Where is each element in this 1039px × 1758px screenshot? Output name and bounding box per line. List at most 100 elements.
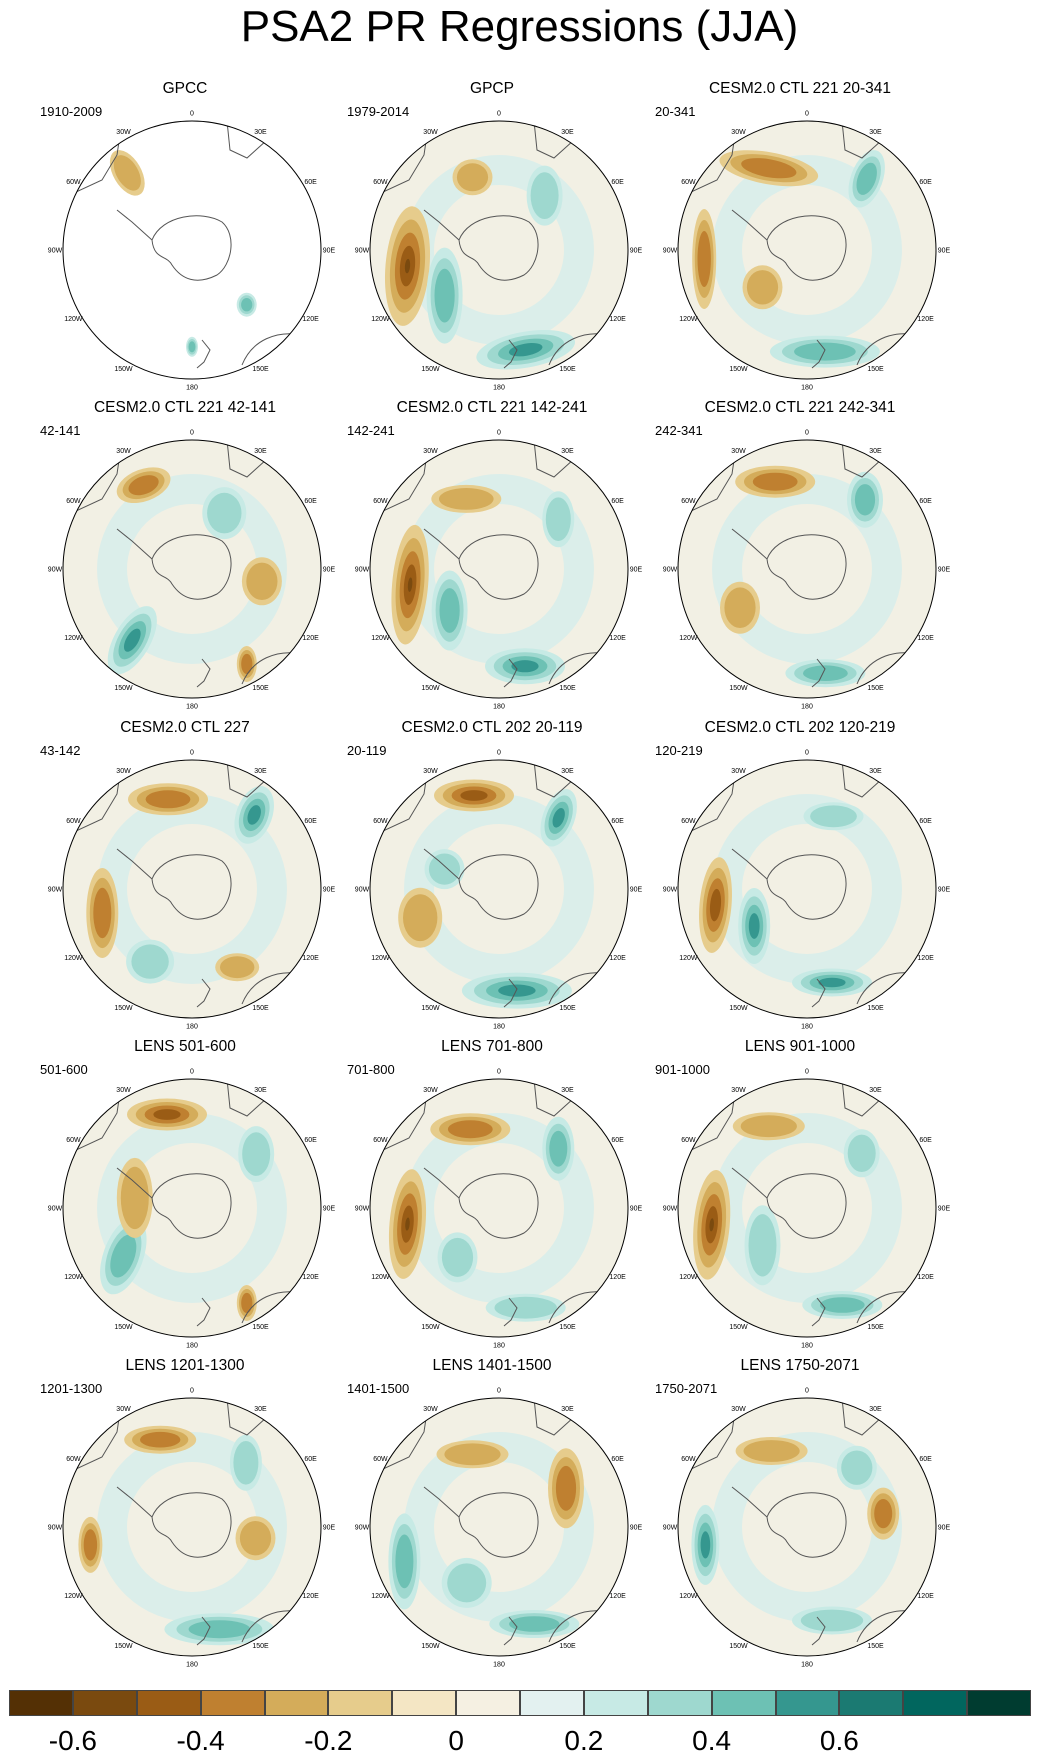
- longitude-label: 120E: [302, 635, 319, 642]
- longitude-label: 150W: [114, 1005, 133, 1012]
- positive-anomaly-contour: [188, 1620, 251, 1639]
- new-zealand-coastline: [503, 1297, 518, 1327]
- longitude-label: 120E: [609, 1274, 626, 1281]
- panel-title: LENS 901-1000: [744, 1038, 856, 1055]
- longitude-label: 150W: [421, 366, 440, 373]
- longitude-label: 60W: [681, 1456, 696, 1463]
- longitude-label: 0: [190, 1388, 194, 1395]
- longitude-label: 60W: [66, 1137, 81, 1144]
- longitude-label: 180: [493, 704, 505, 711]
- colorbar-segment: [583, 1690, 648, 1716]
- longitude-label: 120W: [679, 955, 698, 962]
- longitude-label: 0: [190, 1069, 194, 1076]
- longitude-label: 120E: [917, 1274, 934, 1281]
- polar-map: 0 30E 60E 90E 120E 150E 180 150W 120W 90W 60W 30W: [355, 430, 642, 711]
- new-zealand-coastline: [503, 339, 518, 369]
- negative-anomaly-contour: [120, 1166, 149, 1230]
- panel-title: CESM2.0 CTL 202 20-119: [401, 719, 583, 736]
- longitude-label: 30E: [561, 1087, 574, 1094]
- longitude-label: 0: [805, 1069, 809, 1076]
- positive-anomaly-contour: [494, 1296, 557, 1319]
- africa-coastline: [226, 440, 268, 478]
- africa-coastline: [533, 1398, 575, 1436]
- new-zealand-coastline: [811, 339, 826, 369]
- colorbar-tick-label: 0.6: [819, 1725, 859, 1756]
- longitude-label: 120W: [371, 316, 390, 323]
- longitude-label: 30E: [254, 768, 267, 775]
- longitude-label: 60E: [304, 179, 317, 186]
- polar-map: 0 30E 60E 90E 120E 150E 180 150W 120W 90W 60W 30W: [355, 750, 642, 1031]
- positive-anomaly-contour: [428, 853, 461, 885]
- africa-coastline: [226, 1079, 268, 1117]
- antarctica-coastline: [423, 1486, 539, 1558]
- longitude-label: 0: [190, 111, 194, 118]
- antarctica-coastline: [731, 1486, 847, 1558]
- longitude-label: 60W: [681, 818, 696, 825]
- longitude-label: 90W: [663, 567, 678, 574]
- longitude-label: 150W: [114, 1324, 133, 1331]
- longitude-label: 90W: [355, 887, 370, 894]
- positive-anomaly-contour: [207, 492, 242, 534]
- longitude-label: 0: [805, 1388, 809, 1395]
- longitude-label: 120W: [371, 1593, 390, 1600]
- map-panel: CESM2.0 CTL 202 120-219 0 30E 60E 90E 120E 150…: [650, 719, 950, 1031]
- longitude-label: 60E: [919, 498, 932, 505]
- map-panel: GPCC 0 30E 60E 90E 120E 150E 180 150W 120W 90W 60W 3…: [35, 80, 335, 392]
- longitude-label: 180: [186, 1662, 198, 1669]
- negative-anomaly-contour: [403, 894, 438, 942]
- panel-period: 142-241: [347, 423, 395, 438]
- panel-period: 120-219: [655, 743, 703, 758]
- negative-anomaly-contour: [405, 1217, 410, 1231]
- antarctica-coastline: [423, 1167, 539, 1239]
- panel-title: LENS 1401-1500: [432, 1357, 552, 1374]
- new-zealand-coastline: [196, 978, 211, 1008]
- negative-anomaly-contour: [709, 888, 722, 922]
- longitude-label: 150E: [252, 1643, 269, 1650]
- longitude-label: 60E: [919, 1137, 932, 1144]
- longitude-label: 120W: [679, 1274, 698, 1281]
- longitude-label: 0: [497, 111, 501, 118]
- africa-coastline: [841, 1079, 883, 1117]
- colorbar-segment: [456, 1690, 520, 1716]
- longitude-label: 0: [497, 750, 501, 757]
- negative-anomaly-contour: [874, 1499, 893, 1529]
- positive-anomaly-contour: [847, 1134, 876, 1172]
- longitude-label: 30E: [254, 129, 267, 136]
- longitude-label: 90W: [355, 1206, 370, 1213]
- positive-anomaly-contour: [395, 1534, 414, 1589]
- longitude-label: 0: [190, 430, 194, 437]
- new-zealand-coastline: [196, 1616, 211, 1646]
- negative-anomaly-contour: [724, 587, 756, 628]
- panel-period: 20-119: [347, 743, 387, 758]
- panel-period: 1979-2014: [347, 104, 410, 119]
- longitude-label: 90E: [630, 248, 642, 255]
- longitude-label: 90W: [48, 567, 63, 574]
- positive-anomaly-contour: [856, 162, 877, 195]
- longitude-label: 90E: [323, 1206, 335, 1213]
- longitude-label: 90E: [323, 1525, 335, 1532]
- longitude-label: 90W: [48, 248, 63, 255]
- longitude-label: 60E: [304, 1137, 317, 1144]
- negative-anomaly-contour: [741, 158, 797, 179]
- colorbar-segment: [967, 1690, 1031, 1716]
- map-border: [677, 759, 937, 1019]
- longitude-label: 120E: [917, 955, 934, 962]
- longitude-label: 60W: [66, 818, 81, 825]
- polar-map: 0 30E 60E 90E 120E 150E 180 150W 120W 90W 60W 30W: [48, 1388, 335, 1669]
- longitude-label: 90E: [938, 1525, 950, 1532]
- positive-anomaly-contour: [439, 588, 460, 633]
- longitude-label: 30E: [561, 448, 574, 455]
- positive-anomaly-contour: [110, 1234, 137, 1278]
- longitude-label: 150E: [867, 685, 884, 692]
- positive-anomaly-contour: [748, 913, 760, 939]
- longitude-label: 180: [801, 385, 813, 392]
- longitude-label: 30W: [116, 129, 131, 136]
- antarctica-coastline: [423, 209, 539, 281]
- longitude-label: 30W: [731, 448, 746, 455]
- longitude-label: 30W: [731, 129, 746, 136]
- longitude-label: 90E: [630, 1525, 642, 1532]
- africa-coastline: [841, 121, 883, 159]
- antarctica-coastline: [423, 848, 539, 920]
- longitude-label: 30W: [423, 129, 438, 136]
- longitude-label: 120W: [679, 635, 698, 642]
